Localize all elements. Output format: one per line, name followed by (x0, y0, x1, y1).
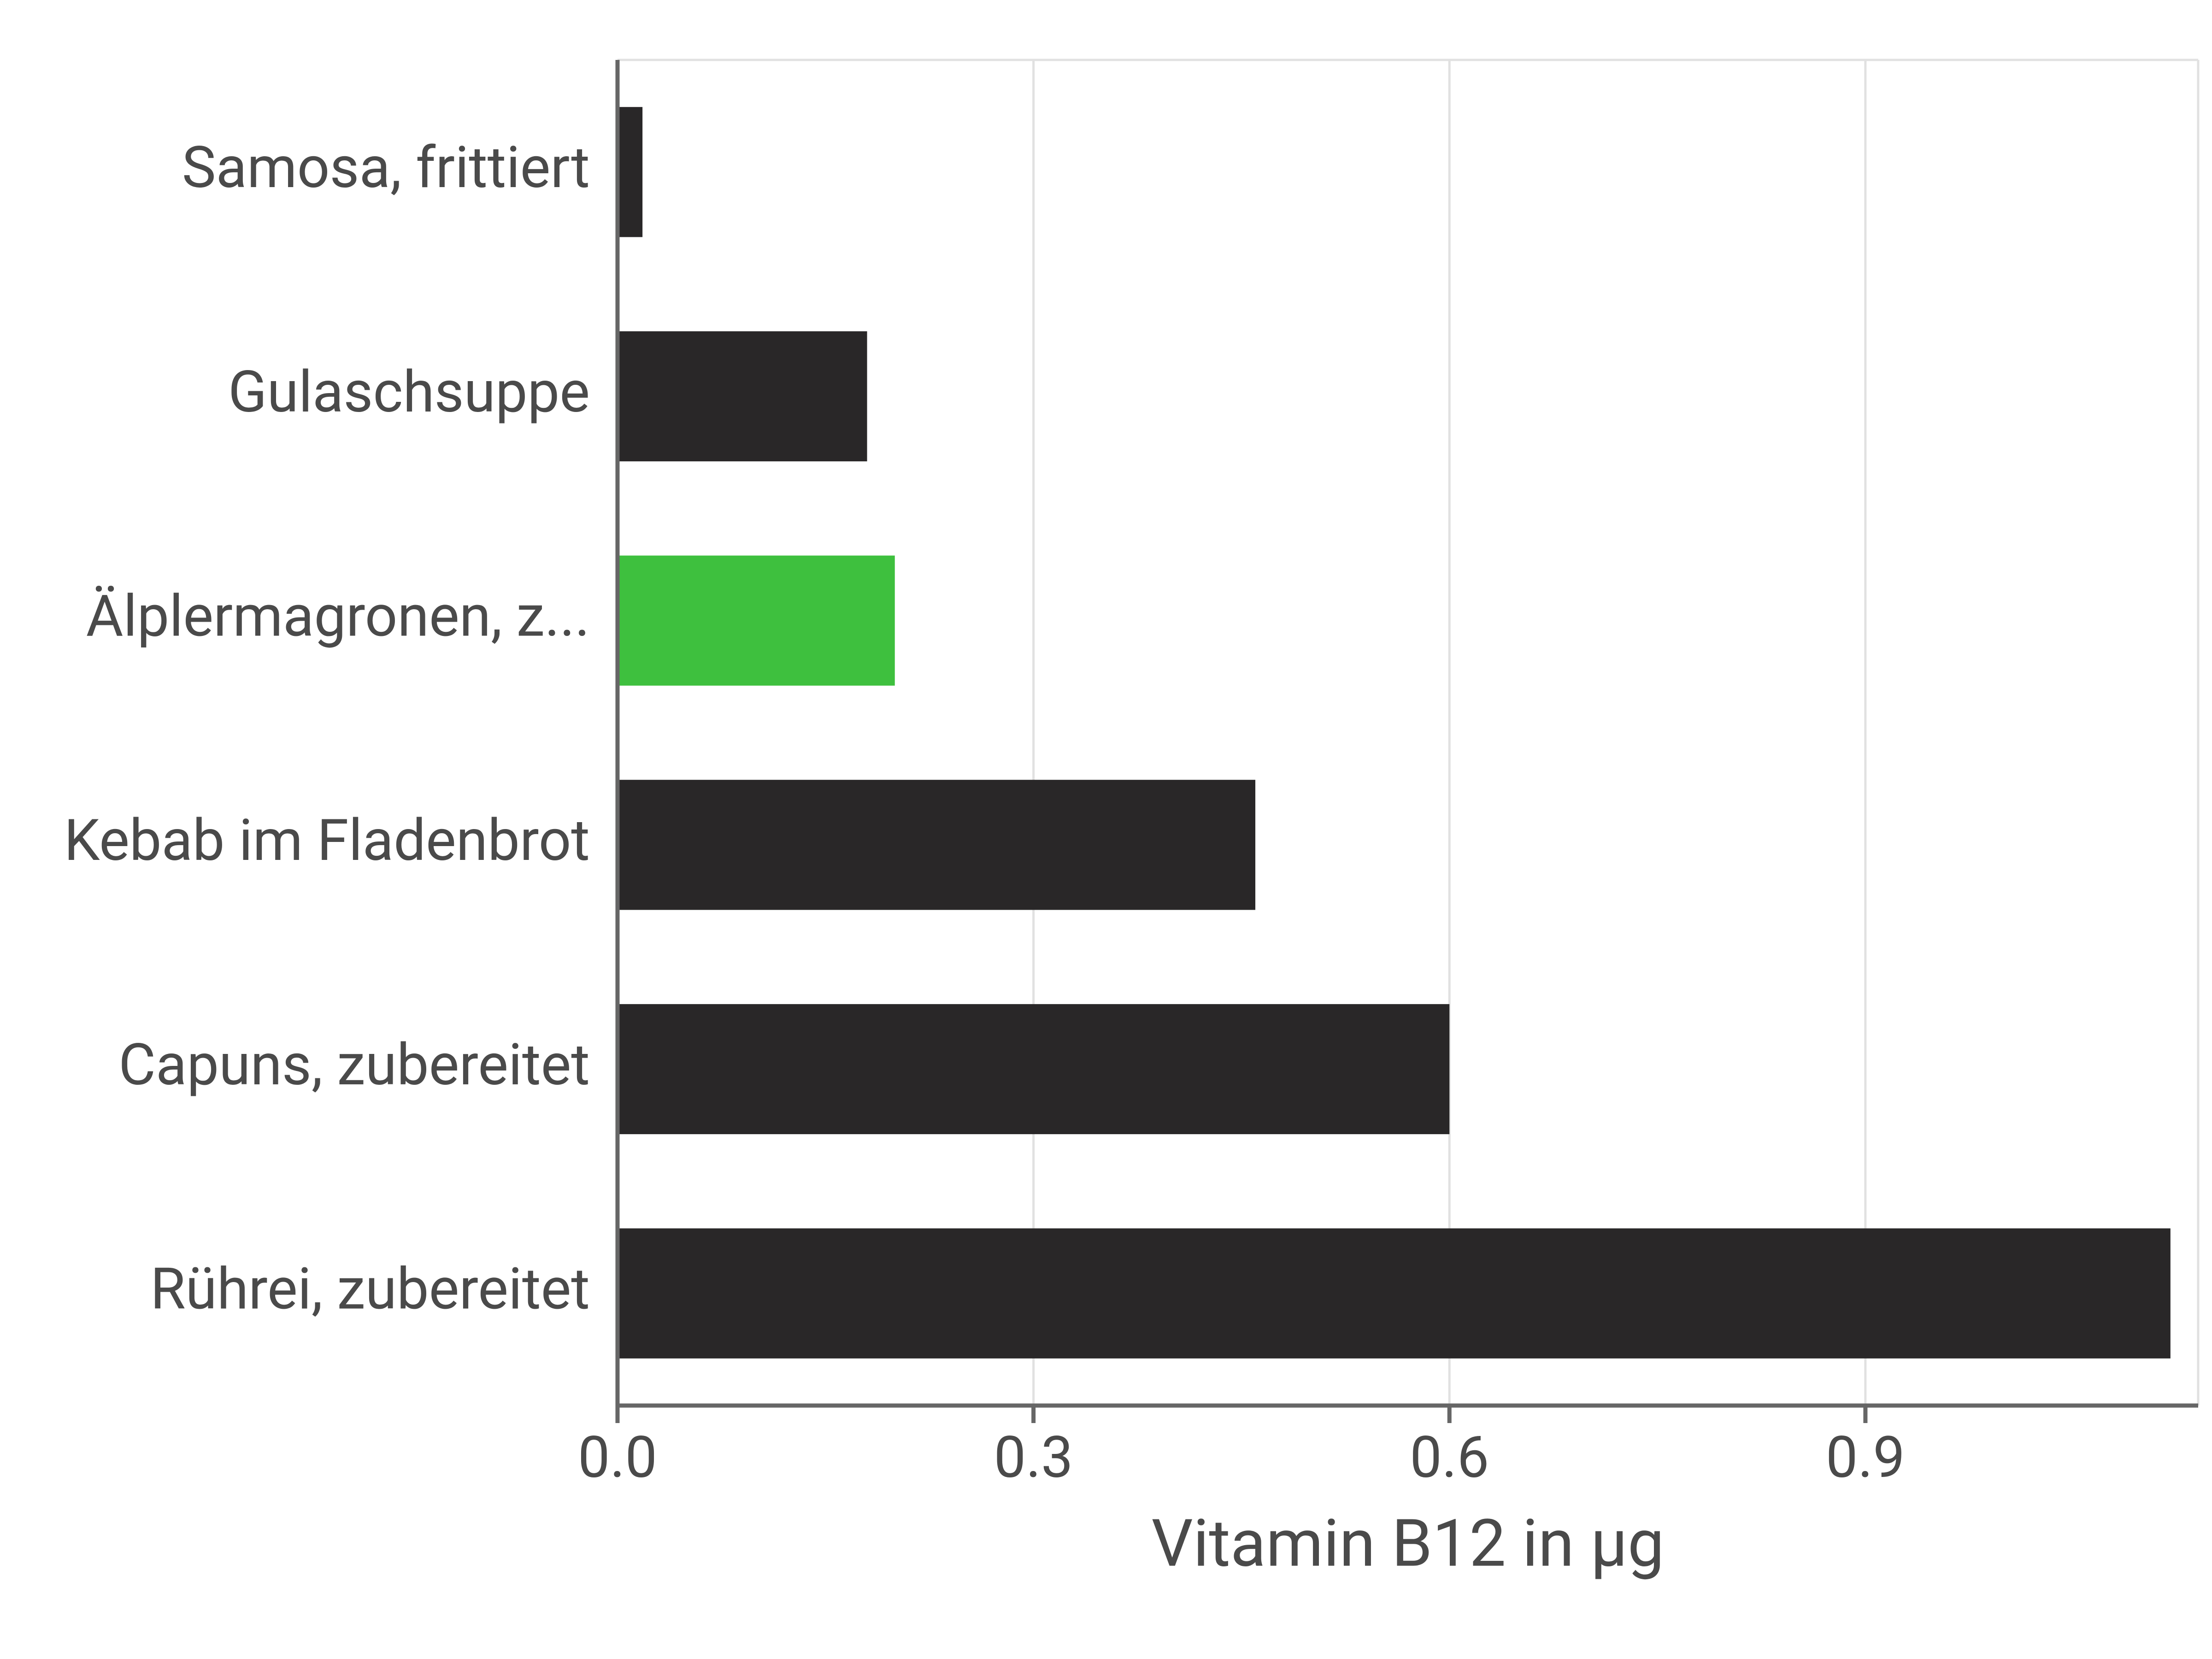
bar (618, 1004, 1449, 1134)
bar-chart: Samosa, frittiert Gulaschsuppe Älplermagro… (0, 0, 2212, 1659)
x-axis-label: Vitamin B12 in µg (1151, 1505, 1664, 1582)
x-tick-label: 0.0 (578, 1424, 657, 1491)
bar (618, 556, 895, 686)
bar (618, 1229, 2171, 1359)
bar (618, 107, 642, 237)
category-label: Capuns, zubereitet (118, 1032, 590, 1099)
x-tick-label: 0.9 (1826, 1424, 1905, 1491)
x-tick-label: 0.3 (994, 1424, 1073, 1491)
chart-container: Samosa, frittiert Gulaschsuppe Älplermagro… (0, 0, 2212, 1659)
category-label: Gulaschsuppe (228, 359, 590, 426)
x-tick-label: 0.6 (1410, 1424, 1489, 1491)
bar (618, 780, 1255, 910)
category-label: Kebab im Fladenbrot (64, 807, 590, 874)
category-label: Älplermagronen, z... (86, 583, 590, 650)
category-label: Rührei, zubereitet (150, 1256, 590, 1323)
bar (618, 331, 867, 461)
category-label: Samosa, frittiert (182, 135, 590, 201)
